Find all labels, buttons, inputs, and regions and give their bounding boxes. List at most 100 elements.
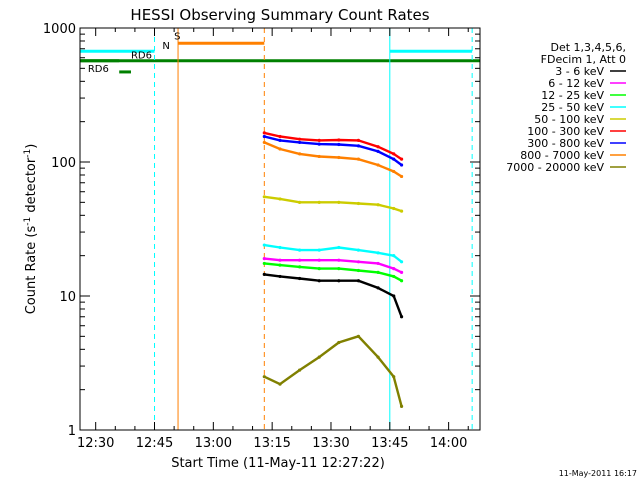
data-point	[399, 163, 404, 167]
data-point	[376, 203, 380, 207]
data-point	[262, 140, 266, 145]
data-point	[262, 195, 266, 199]
plot-timestamp: 11-May-2011 16:17	[559, 469, 637, 478]
data-point	[399, 260, 404, 264]
status-annotation: S	[174, 32, 180, 43]
data-point	[278, 245, 282, 250]
status-annotation: N	[162, 41, 169, 52]
data-point	[278, 274, 282, 279]
data-point	[298, 140, 302, 145]
chart-title: HESSI Observing Summary Count Rates	[130, 6, 429, 24]
data-point	[376, 145, 380, 149]
data-point	[399, 279, 404, 283]
data-point	[337, 258, 341, 262]
data-point	[392, 274, 396, 279]
data-point	[392, 254, 396, 258]
data-point	[298, 137, 302, 141]
data-point	[298, 368, 302, 372]
y-axis-label-part: Count Rate (s	[24, 226, 39, 315]
data-point	[337, 155, 341, 160]
data-point	[278, 134, 282, 139]
data-point	[356, 144, 361, 148]
data-point	[262, 272, 266, 276]
data-point	[262, 257, 266, 261]
data-point	[317, 142, 321, 146]
data-point	[399, 174, 404, 179]
legend-entry-label: 100 - 300 keV	[527, 125, 604, 138]
y-axis-label-superscript: -1	[23, 217, 33, 226]
data-point	[356, 334, 361, 338]
x-tick-label: 13:00	[195, 436, 232, 451]
legend-entry-label: 300 - 800 keV	[527, 137, 604, 150]
data-point	[298, 265, 302, 269]
legend-entry-label: 25 - 50 keV	[541, 101, 604, 114]
y-axis-label: Count Rate (s-1 detector-1)	[23, 144, 39, 315]
data-point	[392, 169, 396, 174]
legend-header: FDecim 1, Att 0	[541, 53, 626, 66]
data-point	[356, 157, 361, 161]
legend-entry-label: 12 - 25 keV	[541, 89, 604, 102]
legend-entry-label: 3 - 6 keV	[555, 65, 604, 78]
data-point	[298, 276, 302, 281]
x-tick-label: 12:45	[136, 436, 173, 451]
legend-entry-label: 800 - 7000 keV	[520, 149, 604, 162]
data-point	[317, 279, 321, 283]
data-point	[298, 152, 302, 156]
data-point	[392, 267, 396, 271]
data-point	[262, 375, 266, 379]
legend-entry-label: 7000 - 20000 keV	[506, 161, 604, 174]
plot-frame	[79, 27, 481, 431]
y-axis-label-part: )	[24, 144, 39, 149]
y-axis-label-part: detector	[24, 157, 39, 217]
data-point	[278, 138, 282, 142]
data-point	[356, 260, 361, 264]
data-point	[376, 261, 380, 266]
status-annotation: RD6	[88, 64, 109, 75]
x-axis-label: Start Time (11-May-11 12:27:22)	[171, 456, 385, 471]
data-point	[278, 263, 282, 267]
data-point	[262, 261, 266, 266]
data-point	[399, 209, 404, 213]
data-point	[337, 245, 341, 250]
data-point	[376, 251, 380, 255]
data-point	[278, 197, 282, 201]
y-tick-label: 1	[68, 424, 76, 439]
data-point	[262, 131, 266, 135]
data-point	[317, 258, 321, 262]
legend-header: Det 1,3,4,5,6,	[550, 41, 626, 54]
x-tick-label: 13:45	[371, 436, 408, 451]
data-point	[356, 201, 361, 206]
y-axis-label-superscript: -1	[23, 149, 33, 158]
data-point	[376, 286, 380, 290]
data-point	[278, 382, 282, 386]
data-point	[298, 248, 302, 252]
data-point	[317, 248, 321, 252]
data-point	[337, 138, 341, 142]
data-point	[392, 152, 396, 156]
y-tick-label: 10	[59, 290, 76, 305]
data-point	[298, 200, 302, 204]
y-tick-label: 1000	[43, 22, 76, 37]
data-point	[392, 206, 396, 211]
data-point	[317, 154, 321, 159]
x-tick-label: 14:00	[430, 436, 467, 451]
y-tick-label: 100	[51, 156, 76, 171]
x-tick-label: 13:15	[253, 436, 290, 451]
data-point	[376, 355, 380, 359]
legend-entry-label: 6 - 12 keV	[548, 77, 604, 90]
data-point	[317, 138, 321, 142]
data-point	[356, 268, 361, 273]
data-point	[317, 200, 321, 204]
data-point	[376, 270, 380, 275]
legend: Det 1,3,4,5,6,FDecim 1, Att 03 - 6 keV6 …	[506, 41, 626, 174]
data-point	[337, 142, 341, 147]
data-point	[376, 149, 380, 153]
axes: 12:30 12:45 13:00 13:15 13:30 13:45 14:00 1 10 10…	[43, 22, 481, 451]
data-point	[399, 315, 404, 319]
data-point	[278, 258, 282, 262]
data-point	[337, 267, 341, 271]
data-point	[337, 200, 341, 204]
data-point	[392, 375, 396, 379]
